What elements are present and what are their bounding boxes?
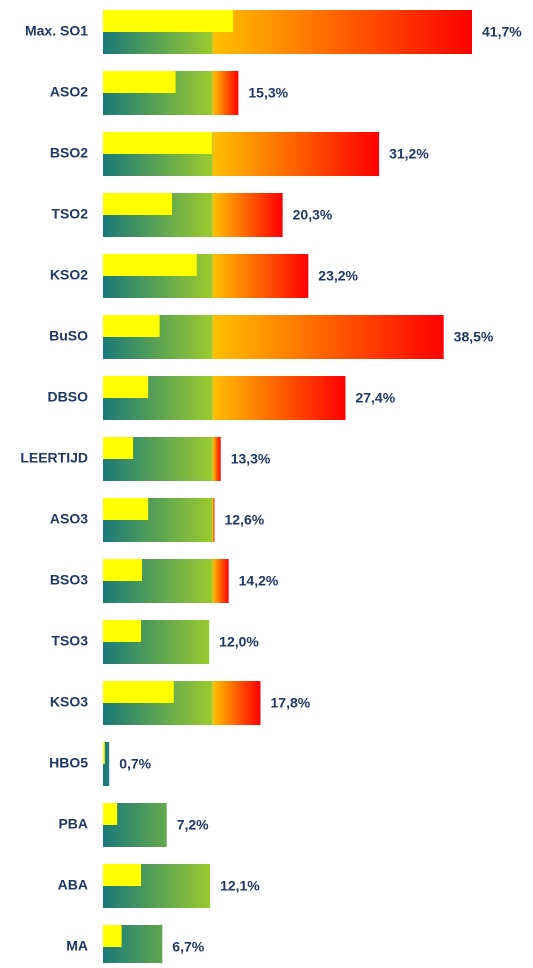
category-label: BSO3: [50, 572, 88, 588]
category-label: ASO3: [50, 511, 88, 527]
inner-bar: [103, 71, 176, 93]
inner-bar: [103, 132, 212, 154]
category-label: KSO2: [50, 267, 88, 283]
inner-bar: [103, 193, 173, 215]
value-label: 6,7%: [172, 939, 204, 955]
bar-high: [212, 71, 239, 115]
value-label: 38,5%: [454, 329, 494, 345]
value-label: 7,2%: [177, 817, 209, 833]
category-label: TSO2: [51, 206, 88, 222]
value-label: 23,2%: [318, 268, 358, 284]
inner-bar: [103, 498, 149, 520]
inner-bar: [103, 681, 174, 703]
value-label: 12,1%: [220, 878, 260, 894]
category-label: BuSO: [49, 328, 88, 344]
category-label: ASO2: [50, 84, 88, 100]
value-label: 14,2%: [239, 573, 279, 589]
value-label: 20,3%: [293, 207, 333, 223]
category-label: HBO5: [49, 755, 88, 771]
value-label: 17,8%: [271, 695, 311, 711]
inner-bar: [103, 559, 142, 581]
bar-high: [212, 254, 309, 298]
inner-bar: [103, 376, 149, 398]
category-label: DBSO: [48, 389, 89, 405]
value-label: 27,4%: [355, 390, 395, 406]
bar-low: [103, 742, 110, 786]
inner-bar: [103, 925, 122, 947]
inner-bar: [103, 10, 234, 32]
category-label: TSO3: [51, 633, 88, 649]
inner-bar: [103, 254, 197, 276]
category-label: PBA: [58, 816, 88, 832]
value-label: 31,2%: [389, 146, 429, 162]
inner-bar: [103, 864, 142, 886]
value-label: 15,3%: [248, 85, 288, 101]
value-label: 13,3%: [231, 451, 271, 467]
inner-bar: [103, 620, 142, 642]
inner-bar: [103, 315, 160, 337]
category-label: Max. SO1: [25, 23, 88, 39]
bar-high: [212, 681, 261, 725]
value-label: 12,6%: [224, 512, 264, 528]
value-label: 41,7%: [482, 24, 522, 40]
inner-bar: [103, 437, 134, 459]
value-label: 0,7%: [119, 756, 151, 772]
bar-high: [212, 559, 229, 603]
category-label: KSO3: [50, 694, 88, 710]
inner-bar: [103, 742, 105, 764]
category-label: BSO2: [50, 145, 88, 161]
bar-high: [212, 437, 221, 481]
bar-high: [212, 376, 346, 420]
bar-high: [212, 498, 215, 542]
bar: [103, 742, 110, 786]
bar-high: [212, 10, 472, 54]
value-label: 12,0%: [219, 634, 259, 650]
bar-high: [212, 193, 283, 237]
category-label: ABA: [58, 877, 88, 893]
bar-high: [212, 132, 380, 176]
bar-high: [212, 315, 444, 359]
category-label: LEERTIJD: [20, 450, 88, 466]
category-label: MA: [66, 938, 88, 954]
inner-bar: [103, 803, 118, 825]
